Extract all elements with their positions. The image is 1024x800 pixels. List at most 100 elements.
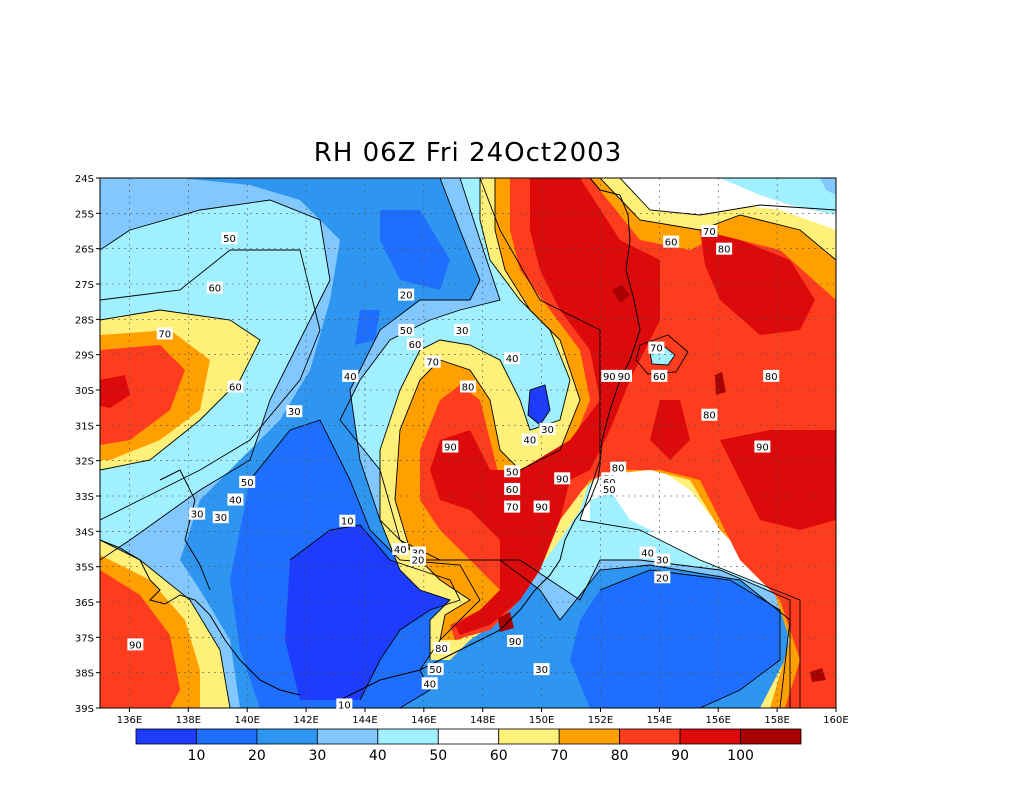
contour-label-text: 40	[394, 545, 407, 556]
colorbar-swatch	[619, 728, 681, 745]
contour-label-text: 90	[129, 640, 142, 651]
contour-label-text: 10	[338, 700, 351, 711]
lat-tick-label: 32S	[75, 457, 94, 468]
contour-label-bg	[339, 514, 356, 527]
contour-label: 80	[460, 380, 476, 393]
contour-label-bg	[336, 698, 353, 711]
lat-tick-label: 26S	[75, 245, 94, 256]
colorbar-swatch	[498, 728, 560, 745]
field-ne-40-band	[820, 178, 836, 195]
contour-label-bg	[639, 546, 656, 559]
contour-label-bg	[654, 553, 671, 566]
contour-label: 70	[648, 341, 665, 355]
contour-label-bg	[701, 225, 718, 237]
colorbar-label: 10	[188, 748, 206, 764]
contour-label-text: 60	[665, 238, 678, 249]
contour-label-text: 40	[523, 435, 536, 446]
contour-label-text: 70	[158, 329, 171, 340]
contour-label: 60	[651, 369, 668, 383]
contour-label-bg	[407, 338, 424, 351]
contour-label-bg	[392, 543, 409, 555]
map-title: RH 06Z Fri 24Oct2003	[313, 138, 623, 168]
field-ne-50-band	[720, 178, 836, 215]
colorbar: 10 20 30 40 50 60 70 80 90 100	[135, 728, 802, 764]
contour-label-bg	[763, 369, 780, 382]
contour-label: 40	[342, 369, 359, 383]
contour-label-bg	[533, 663, 550, 676]
contour-label: 40	[504, 352, 521, 365]
contour-label: 40	[392, 543, 409, 556]
contour-label-text: 40	[344, 372, 357, 383]
field-east-coast-60-band	[610, 480, 700, 535]
contour-label-text: 80	[703, 411, 716, 422]
contour-label-text: 60	[653, 372, 666, 383]
contour-label: 70	[504, 500, 521, 514]
contour-label-text: 70	[426, 358, 439, 369]
rh-field	[100, 178, 836, 708]
contour-label-bg	[189, 507, 206, 520]
contour-label-bg	[127, 638, 144, 651]
contour-label: 50	[601, 482, 618, 496]
lon-tick-label: 154E	[647, 715, 672, 726]
contour-label-text: 20	[656, 573, 669, 584]
contour-label: 30	[286, 405, 303, 418]
colorbar-label: 80	[611, 748, 629, 764]
contour-label-text: 30	[541, 425, 554, 436]
contour-label: 70	[424, 355, 441, 369]
lon-tick-label: 150E	[529, 715, 554, 726]
contour-label: 60	[227, 380, 244, 393]
contour-label-bg	[442, 440, 459, 453]
contour-label-bg	[507, 634, 524, 647]
contour-label-text: 30	[214, 513, 227, 524]
contour-label: 30	[533, 663, 550, 676]
contour-label: 80	[716, 242, 733, 256]
lat-tick-label: 24S	[75, 174, 94, 185]
contour-label-text: 70	[650, 344, 663, 355]
contour-label-text: 40	[229, 496, 242, 507]
lon-tick-label: 144E	[352, 715, 377, 726]
contour-label: 50	[504, 465, 521, 478]
contour-label-bg	[648, 341, 665, 354]
contour-label: 60	[206, 281, 223, 295]
lat-tick-label: 25S	[75, 209, 94, 220]
colorbar-swatch	[679, 728, 741, 745]
contour-label-bg	[754, 440, 771, 453]
contour-label: 40	[639, 546, 656, 560]
colorbar-label: 50	[429, 748, 447, 764]
contour-label-text: 10	[341, 517, 354, 528]
colorbar-swatch	[316, 728, 379, 745]
contour-label: 90	[127, 638, 144, 651]
lat-tick-label: 28S	[75, 315, 94, 326]
contour-label-text: 90	[535, 503, 548, 514]
contour-label-text: 40	[506, 354, 519, 365]
contour-label-bg	[601, 482, 618, 495]
contour-label-text: 30	[535, 665, 548, 676]
contour-label: 40	[421, 677, 438, 690]
lat-tick-label: 27S	[75, 280, 94, 291]
contour-label: 50	[239, 475, 256, 489]
contour-label-text: 50	[223, 234, 236, 245]
colorbar-swatch	[135, 728, 197, 745]
contour-label-bg	[663, 235, 680, 248]
lat-tick-label: 29S	[75, 351, 94, 362]
contour-label-bg	[227, 493, 244, 506]
contour-label-text: 50	[429, 665, 442, 676]
contour-label-text: 20	[412, 556, 425, 567]
colorbar-swatch	[377, 728, 439, 745]
contour-label: 60	[663, 235, 680, 249]
contour-label: 40	[227, 493, 244, 507]
contour-label-bg	[504, 482, 521, 495]
contour-label-bg	[398, 288, 415, 301]
lat-tick-label: 33S	[75, 492, 94, 503]
contour-label-text: 60	[208, 284, 221, 295]
lon-tick-label: 136E	[117, 715, 142, 726]
contour-label: 80	[610, 461, 627, 475]
lat-tick-label: 39S	[75, 704, 94, 715]
field-10-band	[285, 385, 550, 700]
contour-label: 70	[701, 225, 718, 238]
contour-label-text: 60	[409, 340, 422, 351]
contour-label-text: 40	[641, 549, 654, 560]
contour-label: 50	[221, 232, 238, 245]
map-frame	[99, 177, 837, 709]
contour-label: 30	[454, 323, 471, 337]
